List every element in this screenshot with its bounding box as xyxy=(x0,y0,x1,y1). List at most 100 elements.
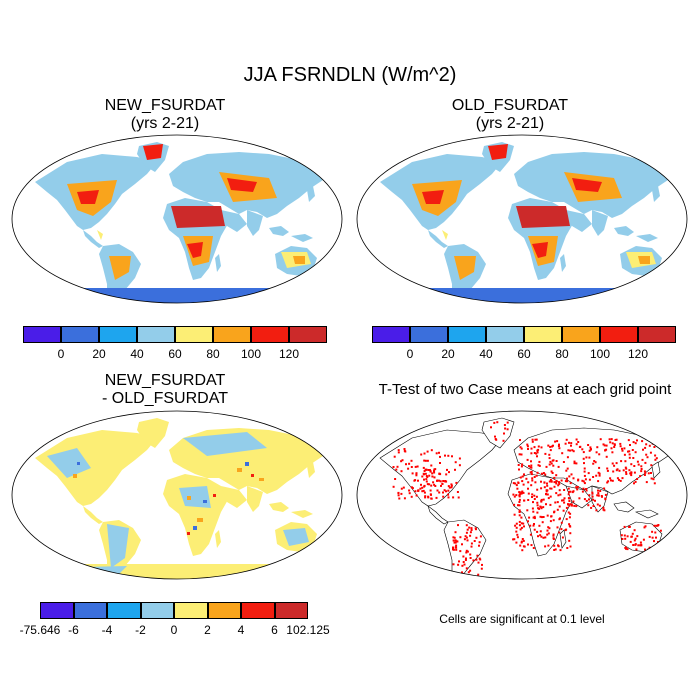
significant-cell xyxy=(641,440,644,443)
significant-cell xyxy=(582,480,585,483)
significant-cell xyxy=(426,483,429,486)
significant-cell xyxy=(478,541,481,544)
significant-cell xyxy=(531,496,533,498)
significant-cell xyxy=(425,478,428,481)
significant-cell xyxy=(570,503,573,506)
significant-cell xyxy=(518,453,521,456)
significant-cell xyxy=(542,536,545,539)
significant-cell xyxy=(475,536,478,539)
significant-cell xyxy=(465,524,468,527)
significant-cell xyxy=(582,457,585,460)
significant-cell xyxy=(519,446,522,449)
significant-cell xyxy=(414,490,417,493)
panel-title-new-line1: NEW_FSURDAT xyxy=(104,97,226,114)
significant-cell xyxy=(587,504,590,507)
significant-cell xyxy=(423,491,426,494)
significant-cell xyxy=(635,548,638,551)
significant-cell xyxy=(479,558,482,561)
significant-cell xyxy=(531,477,534,480)
significant-cell xyxy=(392,485,395,488)
colorbar-new-label: 0 xyxy=(57,347,65,361)
significant-cell xyxy=(425,475,428,477)
significant-cell xyxy=(582,451,585,454)
significant-cell xyxy=(583,470,586,473)
significant-cell xyxy=(421,475,424,478)
significant-cell xyxy=(575,462,578,465)
significant-cell xyxy=(466,528,469,531)
significant-cell xyxy=(573,460,576,463)
significant-cell xyxy=(575,505,578,508)
significant-cell xyxy=(570,442,573,445)
panel-title-diff-line1: NEW_FSURDAT xyxy=(104,372,226,389)
significant-cell xyxy=(595,474,598,477)
significant-cell xyxy=(547,526,550,529)
significant-cell xyxy=(423,452,426,455)
significant-cell xyxy=(433,483,436,486)
significant-cell xyxy=(598,504,601,507)
significant-cell xyxy=(598,466,601,469)
significant-cell xyxy=(403,497,406,500)
significant-cell xyxy=(642,448,644,451)
significant-cell xyxy=(465,549,468,552)
significant-cell xyxy=(548,457,551,460)
significant-cell xyxy=(463,563,466,566)
significant-cell xyxy=(553,544,556,547)
colorbar-difference-swatch xyxy=(174,602,208,619)
significant-cell xyxy=(438,479,441,482)
significant-cell xyxy=(435,452,438,455)
colorbar-old-swatch xyxy=(562,326,600,343)
significant-cell xyxy=(561,536,564,539)
significant-cell xyxy=(506,428,509,431)
significant-cell xyxy=(603,487,606,490)
significant-cell xyxy=(452,548,455,551)
significant-cell xyxy=(623,534,626,537)
significant-cell xyxy=(640,465,643,468)
significant-cell xyxy=(621,447,623,450)
significant-cell xyxy=(649,451,652,454)
significant-cell xyxy=(620,460,623,463)
map-difference xyxy=(11,410,343,580)
significant-cell xyxy=(634,451,637,454)
significant-cell xyxy=(551,459,554,462)
significant-cell xyxy=(606,481,609,484)
significant-cell xyxy=(530,447,533,450)
significant-cell xyxy=(643,470,646,473)
panel-title-new: NEW_FSURDAT (yrs 2-21) xyxy=(55,97,275,133)
colorbar-new: 0 20 40 60 80 100 120 xyxy=(23,326,327,363)
significant-cell xyxy=(654,438,657,441)
significant-cell xyxy=(621,538,624,540)
significant-cell xyxy=(512,482,515,485)
significant-cell xyxy=(451,455,453,458)
significant-cell xyxy=(557,494,560,497)
significant-cell xyxy=(521,475,524,478)
significant-cell xyxy=(602,508,605,511)
significant-cell xyxy=(475,558,478,561)
significant-cell xyxy=(625,547,627,550)
significant-cell xyxy=(415,472,418,475)
significant-cell xyxy=(563,489,566,491)
significant-cell xyxy=(565,506,568,509)
significant-cell xyxy=(494,435,496,438)
significant-cell xyxy=(628,453,631,456)
colorbar-difference-label: 102.125 xyxy=(286,623,330,637)
figure-title: JJA FSRNDLN (W/m^2) xyxy=(243,64,457,86)
significant-cell xyxy=(642,538,645,541)
significant-cell xyxy=(458,464,461,467)
significant-cell xyxy=(624,537,627,540)
significant-cell xyxy=(555,481,558,484)
significant-cell xyxy=(592,505,595,507)
significant-cell xyxy=(436,489,439,492)
significant-cell xyxy=(429,469,431,472)
significant-cell xyxy=(408,489,411,492)
significant-cell xyxy=(438,451,440,454)
significant-cell xyxy=(452,563,455,566)
significant-cell xyxy=(630,471,633,474)
significant-cell xyxy=(653,441,656,444)
significant-cell xyxy=(602,506,605,509)
significant-cell xyxy=(591,492,594,495)
significant-cell xyxy=(454,531,457,534)
colorbar-new-swatch xyxy=(23,326,61,343)
significant-cell xyxy=(569,512,572,515)
significant-cell xyxy=(598,453,601,456)
significant-cell xyxy=(461,543,463,546)
